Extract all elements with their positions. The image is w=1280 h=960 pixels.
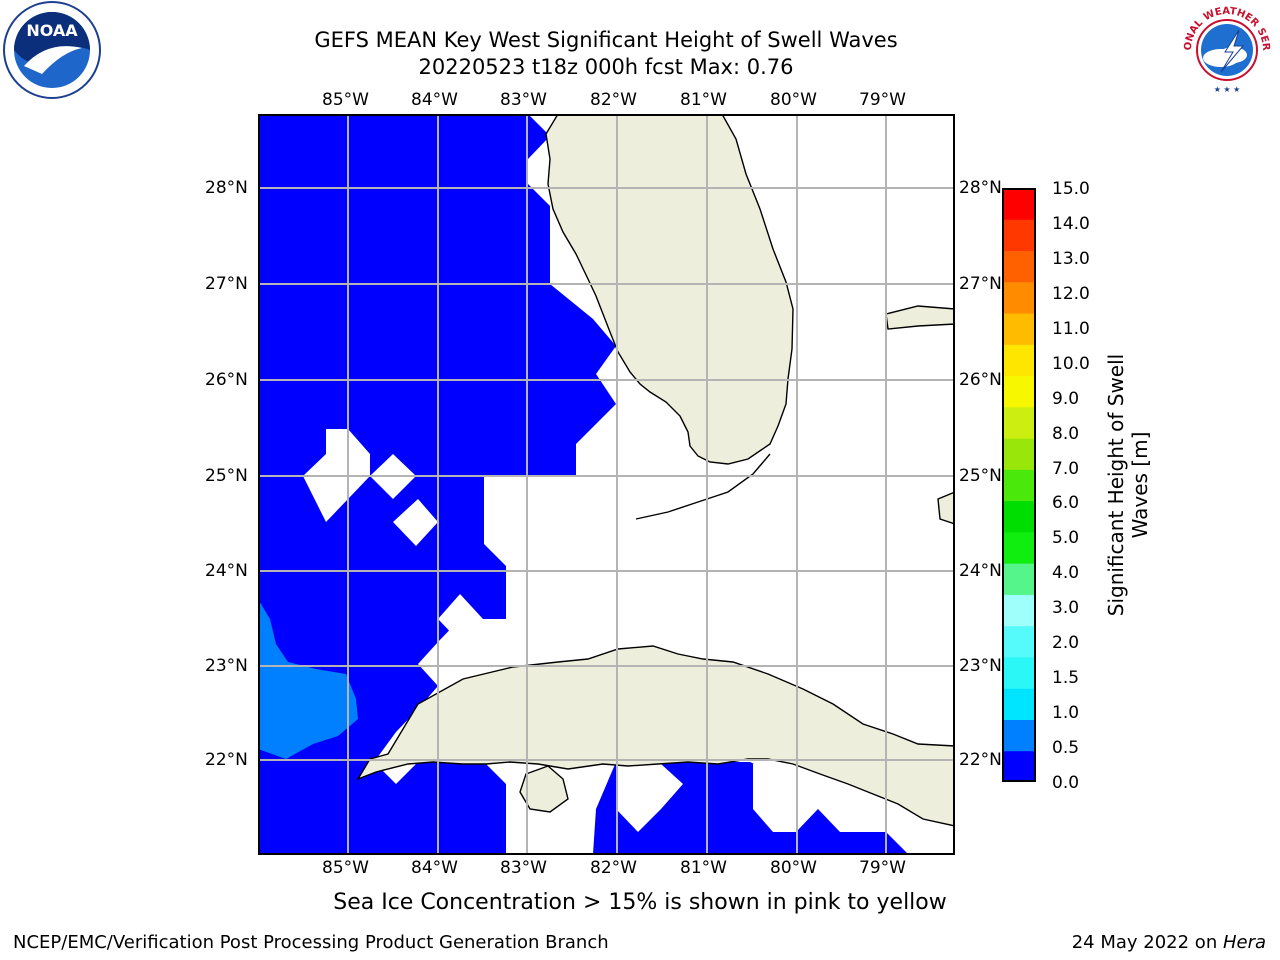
colorbar-tick-label: 14.0: [1052, 213, 1090, 234]
lon-label: 82°W: [590, 90, 637, 110]
land-masses: [356, 114, 955, 827]
colorbar-segment: [1002, 531, 1036, 564]
lat-label: 22°N: [205, 750, 248, 770]
credit-date: 24 May 2022 on Hera: [1072, 932, 1266, 953]
colorbar-segment: [1002, 281, 1036, 314]
land-bahamas-grand-bahama: [885, 305, 955, 330]
colorbar-tick-label: 2.0: [1052, 633, 1080, 654]
graticule: [258, 114, 955, 855]
lon-label: 83°W: [500, 90, 547, 110]
lat-label: 24°N: [959, 561, 1002, 581]
lat-label: 24°N: [205, 561, 248, 581]
colorbar-tick-label: 15.0: [1052, 179, 1090, 199]
colorbar-title: Significant Height of Swell Waves [m]: [1104, 315, 1152, 655]
lon-label: 85°W: [322, 858, 369, 878]
colorbar-tick-label: 1.5: [1052, 668, 1080, 689]
colorbar-tick-label: 7.0: [1052, 458, 1080, 479]
lon-label: 79°W: [859, 858, 906, 878]
colorbar-tick-label: 3.0: [1052, 598, 1080, 619]
map-subtitle: 20220523 t18z 000h fcst Max: 0.76: [418, 55, 794, 79]
colorbar-segment: [1002, 188, 1036, 220]
colorbar-segment: [1002, 719, 1036, 752]
colorbar-tick-label: 10.0: [1052, 353, 1090, 374]
no-data-area: [753, 764, 818, 832]
colorbar-segment: [1002, 406, 1036, 439]
colorbar-segment: [1002, 469, 1036, 502]
colorbar-tick-label: 6.0: [1052, 493, 1080, 514]
colorbar-tick-label: 5.0: [1052, 528, 1080, 549]
land-isla-de-la-juventud: [519, 765, 569, 813]
lat-label: 27°N: [959, 274, 1002, 294]
no-data-area: [616, 764, 683, 832]
lon-label: 80°W: [770, 90, 817, 110]
colorbar-tick-label: 8.0: [1052, 423, 1080, 444]
colorbar-segment: [1002, 594, 1036, 627]
colorbar-title-line1: Significant Height of Swell: [1104, 353, 1128, 617]
credit-host: Hera: [1222, 932, 1266, 953]
credit-date-text: 24 May 2022 on: [1071, 932, 1223, 953]
lon-label: 79°W: [859, 90, 906, 110]
florida-keys: [635, 453, 771, 520]
colorbar-segments: [1002, 188, 1036, 782]
land-florida: [545, 114, 794, 465]
colorbar-segment: [1002, 750, 1036, 782]
colorbar-segment: [1002, 250, 1036, 283]
lat-label: 28°N: [959, 178, 1002, 198]
colorbar-segment: [1002, 563, 1036, 595]
colorbar-tick-label: 4.0: [1052, 563, 1080, 584]
lat-label: 23°N: [205, 656, 248, 676]
svg-text:★ ★ ★: ★ ★ ★: [1214, 85, 1241, 94]
colorbar-tick-label: 0.0: [1052, 773, 1080, 793]
land-bahamas-andros: [937, 491, 955, 525]
colorbar: [1002, 188, 1036, 782]
lon-label: 81°W: [680, 90, 727, 110]
lon-label: 83°W: [500, 858, 547, 878]
colorbar-segment: [1002, 344, 1036, 377]
lat-label: 22°N: [959, 750, 1002, 770]
no-data-area: [393, 499, 438, 546]
swell-height-map: [258, 114, 955, 855]
colorbar-title-line2: Waves [m]: [1128, 431, 1152, 539]
lon-label: 80°W: [770, 858, 817, 878]
lon-label: 82°W: [590, 858, 637, 878]
colorbar-segment: [1002, 313, 1036, 345]
noaa-logo-icon: NOAA: [3, 1, 101, 99]
credit-branch: NCEP/EMC/Verification Post Processing Pr…: [13, 932, 609, 953]
colorbar-segment: [1002, 625, 1036, 658]
lat-label: 26°N: [205, 370, 248, 390]
lat-label: 27°N: [205, 274, 248, 294]
map-title: GEFS MEAN Key West Significant Height of…: [314, 28, 898, 52]
colorbar-tick-label: 11.0: [1052, 318, 1090, 339]
colorbar-tick-label: 9.0: [1052, 388, 1080, 409]
lon-label: 84°W: [411, 858, 458, 878]
national-weather-service-logo-icon: NATIONAL WEATHER SERVICE ★ ★ ★: [1177, 0, 1274, 97]
lat-label: 28°N: [205, 178, 248, 198]
no-data-area: [438, 594, 483, 642]
colorbar-segment: [1002, 219, 1036, 252]
colorbar-tick-label: 12.0: [1052, 283, 1090, 304]
colorbar-tick-label: 13.0: [1052, 248, 1090, 269]
colorbar-segment: [1002, 375, 1036, 408]
lat-label: 25°N: [959, 466, 1002, 486]
lon-label: 85°W: [322, 90, 369, 110]
noaa-logo-text: NOAA: [26, 21, 78, 40]
lat-label: 23°N: [959, 656, 1002, 676]
map-frame: [258, 114, 955, 855]
colorbar-segment: [1002, 656, 1036, 689]
colorbar-tick-label: 1.0: [1052, 703, 1080, 724]
lon-label: 81°W: [680, 858, 727, 878]
colorbar-segment: [1002, 688, 1036, 720]
sea-ice-note: Sea Ice Concentration > 15% is shown in …: [333, 890, 947, 915]
lat-label: 25°N: [205, 466, 248, 486]
colorbar-tick-label: 0.5: [1052, 738, 1080, 759]
colorbar-segment: [1002, 438, 1036, 470]
colorbar-segment: [1002, 500, 1036, 533]
lon-label: 84°W: [411, 90, 458, 110]
lat-label: 26°N: [959, 370, 1002, 390]
higher-swell-area: [258, 599, 358, 759]
land-cuba: [356, 645, 955, 827]
